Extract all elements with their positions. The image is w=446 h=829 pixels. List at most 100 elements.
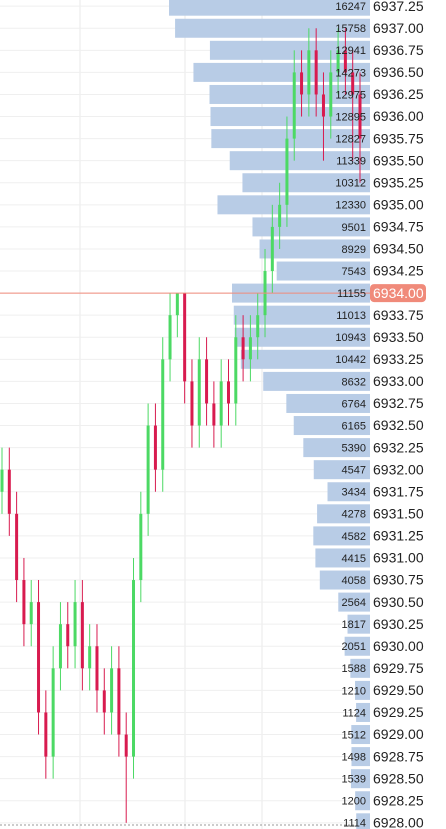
y-tick-label: 6935.75 xyxy=(373,130,424,146)
y-tick-label: 6934.25 xyxy=(373,263,424,279)
candle-body xyxy=(197,359,201,426)
candle-body xyxy=(226,381,230,404)
candle-body xyxy=(336,50,340,73)
candle-body xyxy=(7,469,11,514)
candle-body xyxy=(321,94,325,117)
y-tick-label: 6933.00 xyxy=(373,373,424,389)
volume-label: 1210 xyxy=(342,685,366,697)
volume-label: 11155 xyxy=(337,288,366,300)
y-tick-label: 6929.00 xyxy=(373,726,424,742)
volume-label: 12330 xyxy=(335,200,366,212)
y-tick-label: 6931.25 xyxy=(373,528,424,544)
candle-body xyxy=(51,668,55,757)
y-tick-label: 6930.25 xyxy=(373,616,424,632)
candle-body xyxy=(95,646,99,691)
y-tick-label: 6929.75 xyxy=(373,660,424,676)
candle-body xyxy=(66,624,70,647)
volume-label: 3434 xyxy=(342,487,366,499)
volume-bar xyxy=(327,482,370,502)
volume-label: 7543 xyxy=(342,266,366,278)
volume-label: 8929 xyxy=(342,244,366,256)
volume-label: 1114 xyxy=(343,818,366,829)
y-tick-label: 6928.75 xyxy=(373,748,424,764)
volume-bar xyxy=(217,195,370,215)
candle-body xyxy=(358,94,362,139)
candles xyxy=(0,28,362,823)
y-tick-label: 6930.75 xyxy=(373,572,424,588)
volume-bar xyxy=(319,570,370,590)
volume-bar xyxy=(233,305,370,325)
y-tick-label: 6932.50 xyxy=(373,417,424,433)
volume-label: 2564 xyxy=(342,597,366,609)
candle-body xyxy=(37,602,41,713)
volume-bar xyxy=(356,702,370,722)
y-tick-label: 6933.50 xyxy=(373,329,424,345)
volume-label: 4278 xyxy=(342,509,366,521)
candle-body xyxy=(161,359,165,470)
volume-bar xyxy=(303,438,370,458)
volume-label: 12827 xyxy=(335,134,366,146)
volume-bar xyxy=(175,18,370,38)
volume-bar xyxy=(317,504,370,524)
y-tick-label: 6928.25 xyxy=(373,792,424,808)
volume-bar xyxy=(355,680,370,700)
y-tick-label: 6932.25 xyxy=(373,439,424,455)
volume-label: 1498 xyxy=(342,752,366,764)
candle-body xyxy=(153,425,157,470)
candle-body xyxy=(285,138,289,205)
candle-body xyxy=(241,337,245,360)
candle-body xyxy=(110,668,114,713)
volume-label: 5390 xyxy=(342,443,366,455)
candle-body xyxy=(205,359,209,404)
y-tick-label: 6928.50 xyxy=(373,770,424,786)
volume-bar xyxy=(315,548,370,568)
candle-body xyxy=(248,337,252,360)
y-tick-label: 6934.75 xyxy=(373,219,424,235)
candle-body xyxy=(44,712,48,757)
volume-bar xyxy=(242,173,370,193)
volume-bar xyxy=(229,151,370,171)
volume-label: 10312 xyxy=(335,178,366,190)
volume-bar xyxy=(351,747,370,767)
candle-body xyxy=(190,381,194,426)
y-tick-label: 6928.00 xyxy=(373,815,424,829)
y-tick-label: 6935.50 xyxy=(373,152,424,168)
volume-label: 12975 xyxy=(335,89,366,101)
volume-bar xyxy=(313,526,370,546)
volume-label: 10943 xyxy=(335,332,366,344)
y-tick-label: 6936.00 xyxy=(373,108,424,124)
candle-body xyxy=(278,204,282,227)
candle-body xyxy=(117,668,121,735)
y-tick-label: 6934.50 xyxy=(373,241,424,257)
volume-label: 1817 xyxy=(342,619,366,631)
volume-bar xyxy=(355,791,370,811)
volume-bar xyxy=(209,40,370,60)
y-tick-label: 6933.25 xyxy=(373,351,424,367)
volume-label: 1539 xyxy=(342,774,366,786)
volume-bar xyxy=(286,393,370,413)
candle-body xyxy=(146,425,150,514)
volume-label: 2051 xyxy=(342,641,366,653)
candle-body xyxy=(219,381,223,426)
volume-bar xyxy=(193,62,370,82)
volume-bar xyxy=(252,217,370,237)
volume-label: 12895 xyxy=(335,111,366,123)
y-tick-label: 6932.75 xyxy=(373,395,424,411)
current-price-label: 6934.00 xyxy=(373,285,424,301)
volume-label: 4058 xyxy=(342,575,366,587)
candle-body xyxy=(80,602,84,669)
candle-body xyxy=(234,337,238,404)
candle-body xyxy=(183,293,187,382)
candle-body xyxy=(22,580,26,625)
volume-bar xyxy=(234,327,370,347)
volume-bar xyxy=(356,813,370,829)
candle-body xyxy=(0,469,4,492)
current-price-badge xyxy=(370,284,426,303)
volume-label: 8632 xyxy=(342,376,366,388)
volume-bar xyxy=(350,769,370,789)
y-tick-label: 6931.00 xyxy=(373,550,424,566)
volume-label: 11013 xyxy=(336,310,366,322)
y-tick-label: 6930.50 xyxy=(373,594,424,610)
y-tick-label: 6936.25 xyxy=(373,86,424,102)
